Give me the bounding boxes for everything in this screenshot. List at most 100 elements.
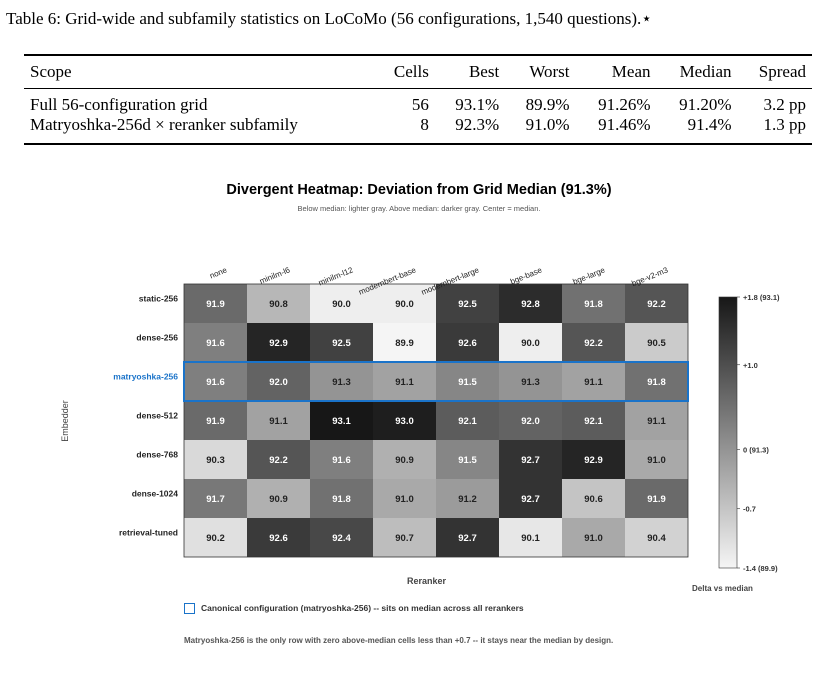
- heatmap-cell: [310, 518, 373, 557]
- heatmap-cell: [373, 284, 436, 323]
- cell-cells: 56: [411, 95, 429, 114]
- table-header-row: Scope Cells Best Worst Mean Median Sprea…: [24, 56, 812, 88]
- cell-value-label: 92.8: [521, 299, 540, 310]
- x-tick-label: bge-large: [572, 265, 607, 286]
- cell-value-label: 93.0: [395, 416, 414, 427]
- heatmap-cell: [310, 362, 373, 401]
- heatmap-cell: [499, 518, 562, 557]
- heatmap-cell: [184, 362, 247, 401]
- cell-value-label: 93.1: [332, 416, 351, 427]
- heatmap-cell: [247, 323, 310, 362]
- cell-value-label: 91.1: [584, 377, 603, 388]
- y-tick-label: static-256: [139, 294, 178, 304]
- cell-value-label: 91.9: [206, 416, 225, 427]
- cell-mean: 91.46%: [598, 115, 651, 134]
- table-top-rule: [24, 54, 812, 56]
- statistics-table: Scope Cells Best Worst Mean Median Sprea…: [24, 56, 812, 140]
- cell-value-label: 92.6: [269, 533, 288, 544]
- cell-value-label: 91.8: [332, 494, 351, 505]
- heatmap-cell: [310, 440, 373, 479]
- heatmap-cell: [499, 440, 562, 479]
- cell-value-label: 91.8: [584, 299, 603, 310]
- header-best: Best: [468, 62, 500, 81]
- heatmap-cell: [625, 401, 688, 440]
- table-row: Full 56-configuration grid 56 93.1% 89.9…: [24, 88, 812, 115]
- cell-value-label: 92.9: [269, 338, 288, 349]
- cell-value-label: 92.5: [458, 299, 477, 310]
- cell-value-label: 92.1: [584, 416, 603, 427]
- heatmap-cell: [625, 323, 688, 362]
- heatmap-cell: [436, 518, 499, 557]
- cell-value-label: 90.0: [332, 299, 351, 310]
- heatmap-cell: [184, 479, 247, 518]
- header-median: Median: [679, 62, 732, 81]
- cell-value-label: 90.9: [395, 455, 414, 466]
- cell-value-label: 91.0: [395, 494, 414, 505]
- cell-scope: Matryoshka-256d × reranker subfamily: [30, 115, 298, 134]
- cell-median: 91.4%: [687, 115, 732, 134]
- header-worst: Worst: [529, 62, 570, 81]
- cell-spread: 1.3 pp: [763, 115, 807, 134]
- heatmap-cell: [499, 323, 562, 362]
- heatmap-cell: [562, 440, 625, 479]
- cell-value-label: 90.0: [395, 299, 414, 310]
- colorbar: [718, 296, 738, 569]
- cell-value-label: 91.5: [458, 455, 477, 466]
- heatmap-cell: [373, 518, 436, 557]
- cell-value-label: 91.0: [647, 455, 666, 466]
- heatmap-frame: [183, 283, 689, 558]
- heatmap-cell: [625, 362, 688, 401]
- heatmap-cell: [499, 401, 562, 440]
- heatmap-cell: [436, 284, 499, 323]
- cell-value-label: 91.1: [395, 377, 414, 388]
- colorbar-tick-label: -1.4 (89.9): [743, 564, 778, 573]
- y-axis-label: Embedder: [59, 400, 70, 442]
- colorbar-tick-label: -0.7: [743, 505, 756, 514]
- heatmap-cell: [562, 401, 625, 440]
- cell-value-label: 91.6: [206, 377, 225, 388]
- heatmap-cell: [184, 518, 247, 557]
- cell-value-label: 92.0: [521, 416, 540, 427]
- cell-value-label: 92.0: [269, 377, 288, 388]
- heatmap-cell: [373, 479, 436, 518]
- heatmap-cell: [310, 323, 373, 362]
- heatmap-cell: [373, 323, 436, 362]
- cell-value-label: 91.5: [458, 377, 477, 388]
- cell-value-label: 92.7: [521, 494, 540, 505]
- cell-value-label: 90.0: [521, 338, 540, 349]
- heatmap-cell: [562, 323, 625, 362]
- cell-value-label: 91.7: [206, 494, 225, 505]
- cell-worst: 89.9%: [525, 95, 570, 114]
- cell-value-label: 91.1: [647, 416, 666, 427]
- cell-value-label: 92.2: [647, 299, 666, 310]
- figure-title: Divergent Heatmap: Deviation from Grid M…: [226, 182, 612, 198]
- heatmap-cell: [562, 479, 625, 518]
- heatmap-cell: [373, 440, 436, 479]
- cell-value-label: 91.9: [647, 494, 666, 505]
- table-bottom-rule: [24, 143, 812, 145]
- cell-value-label: 91.3: [332, 377, 351, 388]
- cell-value-label: 91.2: [458, 494, 477, 505]
- figure-footnote: Matryoshka-256 is the only row with zero…: [184, 636, 614, 645]
- heatmap-cell: [625, 284, 688, 323]
- cell-value-label: 90.8: [269, 299, 288, 310]
- cell-value-label: 92.4: [332, 533, 351, 544]
- cell-value-label: 91.8: [647, 377, 666, 388]
- canonical-legend-text: Canonical configuration (matryoshka-256)…: [201, 603, 524, 613]
- header-scope: Scope: [30, 62, 72, 81]
- table-row: Matryoshka-256d × reranker subfamily 8 9…: [24, 115, 812, 140]
- y-tick-label: dense-768: [136, 450, 178, 460]
- cell-value-label: 90.4: [647, 533, 666, 544]
- cell-value-label: 92.7: [521, 455, 540, 466]
- heatmap-cell: [247, 362, 310, 401]
- heatmap-cell: [562, 362, 625, 401]
- cell-value-label: 91.9: [206, 299, 225, 310]
- canonical-legend-swatch: [184, 603, 195, 614]
- y-tick-label: dense-256: [136, 333, 178, 343]
- header-cells: Cells: [393, 62, 429, 81]
- cell-value-label: 89.9: [395, 338, 414, 349]
- y-tick-label: matryoshka-256: [113, 372, 178, 382]
- heatmap-cell: [247, 518, 310, 557]
- cell-best: 92.3%: [455, 115, 500, 134]
- canonical-row-highlight: [183, 361, 689, 402]
